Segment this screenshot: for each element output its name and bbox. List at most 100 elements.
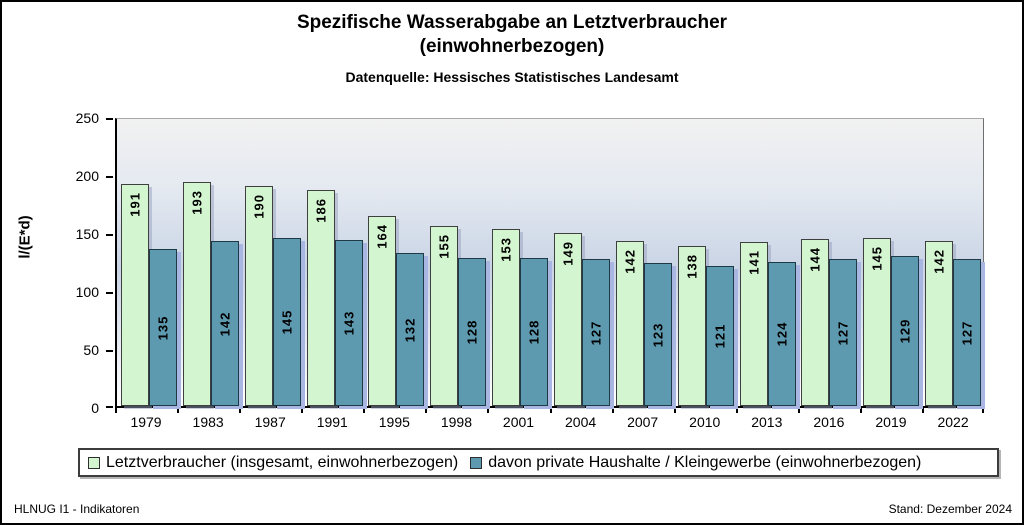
bar-total-1998: 155 <box>430 226 459 406</box>
x-tick-mark <box>922 408 924 413</box>
x-tick-label: 2013 <box>751 414 783 430</box>
bar-group-2004: 149 127 <box>550 119 612 406</box>
x-tick-label: 1987 <box>254 414 286 430</box>
bar-value-label: 149 <box>560 241 576 266</box>
x-tick-label: 2010 <box>689 414 721 430</box>
bar-household-1979: 135 <box>149 249 177 406</box>
bar-group-1998: 155 128 <box>426 119 488 406</box>
y-tick-mark <box>106 176 113 178</box>
bar-total-2022: 142 <box>925 241 954 406</box>
bar-household-2013: 124 <box>767 262 796 406</box>
x-tick-mark <box>798 408 800 413</box>
bar-value-label: 141 <box>746 250 762 275</box>
x-tick-mark <box>115 408 117 413</box>
bar-value-label: 135 <box>155 315 171 340</box>
bar-value-label: 127 <box>959 320 975 345</box>
y-axis: 0 50 100 150 200 250 <box>2 111 115 415</box>
x-tick-label: 1995 <box>378 414 410 430</box>
plot-area: 191 135 193 142 190 145 186 143 164 132 155 128 153 1… <box>115 118 984 408</box>
bar-total-1983: 193 <box>182 182 211 406</box>
bar-total-1991: 186 <box>306 190 335 406</box>
x-tick-label: 2019 <box>875 414 907 430</box>
x-tick-mark <box>487 408 489 413</box>
bar-value-label: 128 <box>526 319 542 345</box>
bar-group-1987: 190 145 <box>241 119 303 406</box>
bar-value-label: 121 <box>712 323 728 349</box>
x-tick-mark <box>860 408 862 413</box>
bar-total-2010: 138 <box>677 246 706 406</box>
x-tick-mark <box>177 408 179 413</box>
y-tick-label: 150 <box>75 226 99 242</box>
bar-household-2022: 127 <box>953 259 982 406</box>
bar-household-1991: 143 <box>334 240 363 406</box>
bar-value-label: 123 <box>650 322 666 347</box>
bar-total-1987: 190 <box>244 186 273 406</box>
bar-group-2013: 141 124 <box>736 119 798 406</box>
bar-household-1983: 142 <box>210 241 239 406</box>
y-tick-label: 200 <box>75 168 99 184</box>
bar-value-label: 191 <box>127 192 143 217</box>
x-axis-ticks <box>115 408 984 414</box>
bar-value-label: 145 <box>279 309 295 335</box>
y-tick-mark <box>106 406 113 408</box>
y-tick-label: 250 <box>75 110 99 126</box>
x-tick-mark <box>239 408 241 413</box>
bar-household-2004: 127 <box>582 259 611 406</box>
bar-value-label: 145 <box>869 246 885 271</box>
x-tick-mark <box>425 408 427 413</box>
bar-household-1987: 145 <box>272 238 301 406</box>
bar-household-2007: 123 <box>643 263 672 406</box>
bar-value-label: 153 <box>498 237 514 262</box>
x-tick-mark <box>301 408 303 413</box>
bar-household-2016: 127 <box>829 259 858 406</box>
x-tick-label: 2004 <box>565 414 597 430</box>
bar-household-2001: 128 <box>520 258 549 406</box>
bar-value-label: 186 <box>313 198 329 223</box>
x-tick-mark <box>674 408 676 413</box>
x-tick-label: 2016 <box>813 414 845 430</box>
bar-group-1995: 164 132 <box>364 119 426 406</box>
y-tick-mark <box>106 234 113 236</box>
y-tick-label: 50 <box>83 342 99 358</box>
bar-value-label: 132 <box>402 317 418 342</box>
bar-group-2022: 142 127 <box>921 119 983 406</box>
x-tick-mark <box>550 408 552 413</box>
bar-group-2016: 144 127 <box>797 119 859 406</box>
bar-group-1979: 191 135 <box>117 119 179 406</box>
footer-source-label: HLNUG I1 - Indikatoren <box>14 502 140 516</box>
bar-household-1995: 132 <box>396 253 425 406</box>
bar-value-label: 142 <box>622 249 638 274</box>
y-tick-mark <box>106 118 113 120</box>
x-tick-label: 1983 <box>192 414 224 430</box>
chart-title: Spezifische Wasserabgabe an Letztverbrau… <box>2 11 1022 59</box>
x-tick-mark <box>736 408 738 413</box>
bar-total-2016: 144 <box>801 239 830 406</box>
bar-group-2019: 145 129 <box>859 119 921 406</box>
bar-value-label: 128 <box>464 319 480 345</box>
legend-swatch-household <box>470 456 483 469</box>
bar-value-label: 155 <box>436 234 452 259</box>
y-tick-mark <box>106 292 113 294</box>
legend-label-total: Letztverbraucher (insgesamt, einwohnerbe… <box>106 453 459 471</box>
bar-value-label: 142 <box>217 311 233 336</box>
bar-total-2013: 141 <box>739 242 768 406</box>
bar-value-label: 142 <box>931 249 947 274</box>
bar-value-label: 190 <box>251 194 267 219</box>
bar-value-label: 164 <box>374 224 390 249</box>
bar-group-2010: 138 121 <box>674 119 736 406</box>
legend-item-total: Letztverbraucher (insgesamt, einwohnerbe… <box>88 454 458 472</box>
bar-group-2007: 142 123 <box>612 119 674 406</box>
x-tick-label: 2007 <box>627 414 659 430</box>
x-tick-mark <box>982 408 984 413</box>
chart-title-line2: (einwohnerbezogen) <box>419 36 605 57</box>
bar-value-label: 144 <box>807 247 823 272</box>
x-axis-labels: 1979 1983 1987 1991 1995 1998 2001 2004 2007 2010… <box>115 414 984 432</box>
bar-value-label: 124 <box>774 321 790 347</box>
bar-group-1983: 193 142 <box>179 119 241 406</box>
bar-value-label: 127 <box>835 320 851 345</box>
x-tick-mark <box>363 408 365 413</box>
bar-household-2010: 121 <box>705 266 734 406</box>
bar-group-1991: 186 143 <box>303 119 365 406</box>
legend-item-household: davon private Haushalte / Kleingewerbe (… <box>470 454 921 472</box>
